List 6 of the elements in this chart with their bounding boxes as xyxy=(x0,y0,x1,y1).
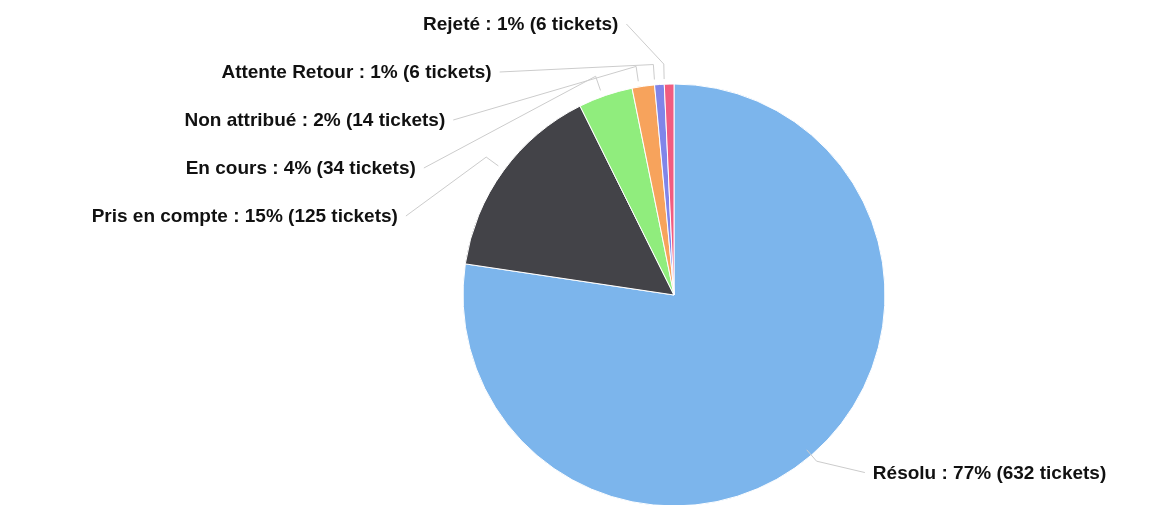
slice-label: Non attribué : 2% (14 tickets) xyxy=(184,109,446,130)
slice-label: Résolu : 77% (632 tickets) xyxy=(872,461,1107,483)
slice-label: Pris en compte : 15% (125 tickets) xyxy=(91,205,398,226)
slice-label: Attente Retour : 1% (6 tickets) xyxy=(221,61,492,82)
slice-label: En cours : 4% (34 tickets) xyxy=(185,157,416,178)
slice-label: Rejeté : 1% (6 tickets) xyxy=(423,13,619,34)
